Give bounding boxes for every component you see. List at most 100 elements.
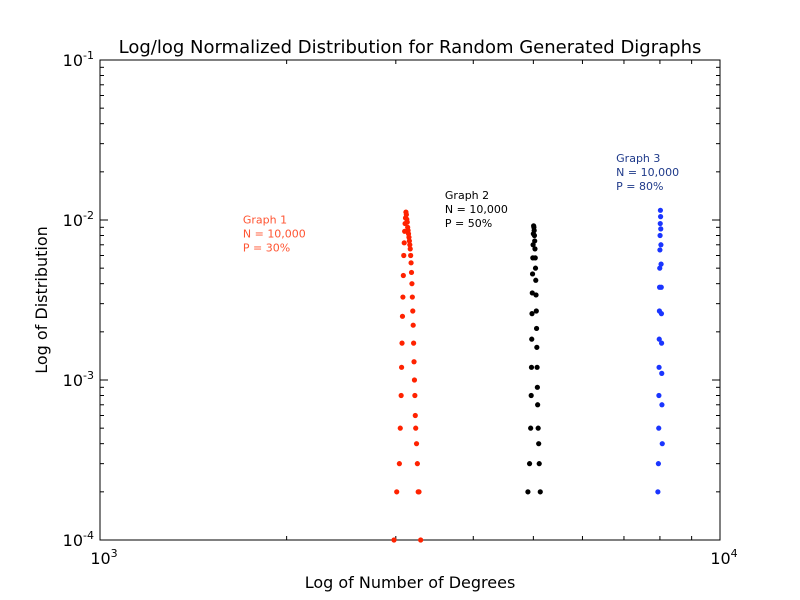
data-point bbox=[396, 461, 402, 467]
data-point bbox=[531, 227, 537, 234]
y-tick-label: 10-1 bbox=[63, 49, 94, 70]
y-axis-label: Log of Distribution bbox=[32, 226, 51, 374]
y-tick-label: 10-3 bbox=[63, 369, 94, 390]
y-tick-label-exponent: -4 bbox=[83, 529, 94, 542]
data-point bbox=[533, 308, 539, 314]
data-point bbox=[391, 537, 397, 543]
x-tick-label: 103 bbox=[90, 547, 117, 568]
data-point bbox=[400, 294, 406, 300]
data-point bbox=[536, 461, 542, 467]
data-point bbox=[529, 271, 536, 277]
data-point bbox=[659, 370, 665, 376]
data-point bbox=[655, 489, 661, 495]
chart-title: Log/log Normalized Distribution for Rand… bbox=[119, 37, 702, 58]
data-point bbox=[416, 489, 422, 495]
y-tick-label-base: 10 bbox=[63, 51, 83, 70]
data-point bbox=[397, 425, 403, 431]
data-point bbox=[398, 392, 404, 399]
data-point bbox=[410, 308, 416, 314]
data-point bbox=[536, 441, 542, 447]
data-point bbox=[656, 336, 662, 342]
data-point bbox=[411, 377, 418, 383]
data-point bbox=[401, 252, 407, 259]
annotation-line: N = 10,000 bbox=[445, 203, 508, 216]
annotation-line: P = 80% bbox=[616, 180, 663, 193]
tick-marks bbox=[99, 59, 721, 541]
data-point bbox=[413, 441, 420, 447]
data-point bbox=[398, 364, 405, 370]
data-point bbox=[529, 336, 535, 342]
data-point bbox=[412, 412, 418, 419]
data-point bbox=[658, 284, 664, 290]
x-tick-label-base: 10 bbox=[90, 549, 110, 568]
y-tick-label-base: 10 bbox=[63, 371, 83, 390]
data-point bbox=[658, 242, 664, 248]
data-point bbox=[658, 261, 664, 267]
annotation-line: N = 10,000 bbox=[243, 228, 306, 241]
data-point bbox=[408, 252, 414, 259]
data-point bbox=[534, 384, 540, 390]
data-point bbox=[532, 238, 538, 244]
data-point bbox=[411, 340, 417, 346]
data-point bbox=[656, 425, 662, 431]
x-tick-label: 104 bbox=[710, 547, 737, 568]
x-axis-label: Log of Number of Degrees bbox=[305, 573, 516, 592]
data-point bbox=[657, 220, 663, 227]
data-point bbox=[404, 219, 410, 225]
annotation-line: P = 30% bbox=[243, 242, 290, 255]
y-tick-label: 10-4 bbox=[63, 529, 94, 550]
x-tick-label-base: 10 bbox=[710, 549, 730, 568]
data-point bbox=[535, 425, 541, 431]
annotation-line: Graph 2 bbox=[445, 189, 489, 202]
y-tick-label-base: 10 bbox=[63, 531, 83, 550]
data-point bbox=[533, 277, 539, 283]
data-point bbox=[400, 272, 406, 279]
data-point bbox=[658, 340, 665, 346]
series-1 bbox=[391, 209, 424, 543]
data-point bbox=[412, 392, 418, 399]
data-point bbox=[526, 461, 533, 467]
data-point bbox=[413, 425, 419, 431]
data-point bbox=[408, 269, 415, 276]
series-2 bbox=[525, 223, 543, 495]
data-point bbox=[658, 311, 665, 317]
data-point bbox=[411, 359, 417, 365]
series-3 bbox=[655, 207, 665, 495]
data-point bbox=[659, 441, 665, 447]
data-point bbox=[407, 242, 413, 248]
data-point bbox=[532, 246, 538, 252]
data-point bbox=[525, 489, 531, 495]
data-point bbox=[657, 265, 663, 271]
data-point bbox=[394, 489, 400, 495]
data-point bbox=[533, 292, 539, 298]
data-point bbox=[401, 240, 407, 246]
data-point bbox=[528, 425, 534, 431]
data-point bbox=[656, 364, 662, 370]
data-point bbox=[418, 537, 424, 543]
data-point bbox=[656, 392, 662, 399]
data-point bbox=[414, 461, 420, 467]
plot-area-frame bbox=[99, 59, 721, 541]
annotation-line: N = 10,000 bbox=[616, 166, 679, 179]
data-point bbox=[657, 214, 664, 220]
data-point bbox=[407, 246, 413, 252]
data-point bbox=[534, 364, 540, 370]
data-point bbox=[406, 238, 412, 244]
data-point bbox=[409, 281, 415, 287]
data-point bbox=[657, 232, 663, 239]
annotation-line: P = 50% bbox=[445, 217, 492, 230]
annotation-line: Graph 1 bbox=[243, 214, 287, 227]
data-point bbox=[532, 265, 539, 271]
data-point bbox=[399, 313, 406, 319]
y-tick-label-exponent: -2 bbox=[83, 209, 94, 222]
data-point bbox=[533, 325, 540, 332]
data-points bbox=[391, 207, 665, 543]
data-point bbox=[532, 255, 538, 261]
data-point bbox=[657, 207, 664, 213]
data-point bbox=[410, 322, 416, 328]
y-tick-label-base: 10 bbox=[63, 211, 83, 230]
annotation-line: Graph 3 bbox=[616, 152, 660, 165]
